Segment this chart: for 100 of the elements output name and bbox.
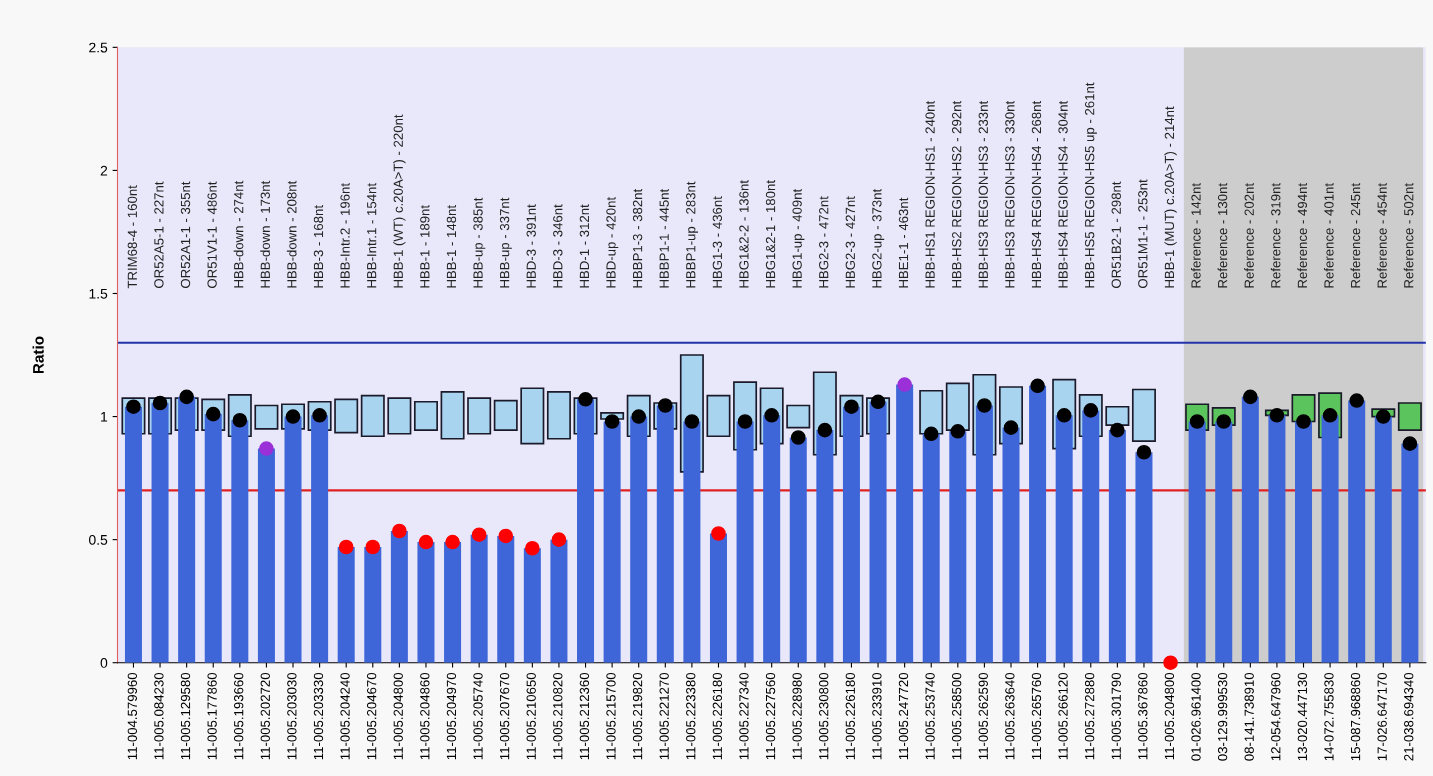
x-tick-label: 11-005.210650 bbox=[526, 672, 536, 760]
x-tick-label: 11-005.204800 bbox=[393, 672, 403, 760]
y-tick-label: 2 bbox=[100, 165, 108, 176]
y-tick-label: 1 bbox=[101, 412, 108, 422]
x-tick-label: 01-026.961400 bbox=[1191, 672, 1201, 761]
x-tick-label: 11-005.205740 bbox=[473, 672, 483, 760]
x-tick-label: 11-005.230800 bbox=[819, 672, 829, 760]
x-tick-label: 11-005.367860 bbox=[1138, 672, 1148, 760]
x-tick-label: 11-005.204970 bbox=[446, 672, 457, 760]
annotation: HBB-1 (WT) c.20A>T) - 220nt bbox=[393, 114, 406, 288]
annotation: HBBP1-1 - 445nt bbox=[659, 188, 669, 288]
annotation: HBB-1 (MUT) c.20A>T) - 214nt bbox=[1164, 106, 1177, 288]
x-tick-label: 11-005.253740 bbox=[925, 672, 935, 760]
annotation: HBB-down - 173nt bbox=[260, 180, 270, 288]
annotation: HBB-Intr.2 - 196nt bbox=[340, 183, 350, 288]
annotation: HBD-3 - 346nt bbox=[553, 204, 563, 288]
x-tick-label: 11-005.228980 bbox=[792, 672, 802, 760]
annotation: OR52A1-1 - 355nt bbox=[180, 181, 191, 288]
annotation: HBB-Intr.1 - 154nt bbox=[367, 183, 377, 288]
x-tick-label: 13-020.447130 bbox=[1297, 672, 1308, 761]
annotation: Reference - 319nt bbox=[1270, 183, 1281, 288]
x-tick-label: 11-005.212360 bbox=[579, 672, 590, 760]
x-tick-label: 11-005.265760 bbox=[1031, 672, 1042, 760]
x-tick-label: 11-005.226180 bbox=[712, 672, 723, 760]
x-tick-label: 11-005.084230 bbox=[154, 672, 164, 760]
x-tick-label: 11-005.210820 bbox=[553, 672, 563, 760]
x-tick-label: 11-005.203030 bbox=[287, 672, 297, 760]
annotation: HBE1-1 - 463nt bbox=[898, 197, 909, 288]
x-tick-label: 11-005.177860 bbox=[207, 672, 217, 760]
annotation: HBG2-3 - 472nt bbox=[819, 196, 829, 288]
annotation: HBBP1-3 - 382nt bbox=[632, 188, 643, 288]
y-tick-label: 0 bbox=[100, 658, 108, 668]
x-tick-label: 11-005.233910 bbox=[872, 672, 882, 760]
annotation: HBB-1 - 148nt bbox=[446, 205, 457, 288]
x-tick-label: 11-005.204800 bbox=[1164, 672, 1175, 760]
x-tick-label: 11-005.203330 bbox=[313, 672, 324, 760]
annotation: HBB-1 - 189nt bbox=[420, 205, 430, 288]
annotation: HBBP1-up - 283nt bbox=[686, 181, 699, 288]
x-tick-label: 11-005.215700 bbox=[606, 672, 616, 760]
x-tick-label: 11-005.247720 bbox=[898, 672, 909, 760]
annotation: HBB-down - 208nt bbox=[286, 180, 297, 288]
x-tick-label: 14-072.755830 bbox=[1324, 672, 1334, 761]
annotation: Reference - 401nt bbox=[1323, 183, 1334, 288]
x-tick-label: 11-005.129580 bbox=[180, 672, 191, 760]
annotation: HBB-HS2 REGION-HS2 - 292nt bbox=[952, 100, 962, 288]
annotation: HBB-HS5 REGION-HS5 up - 261nt bbox=[1084, 82, 1097, 288]
x-tick-label: 11-005.226180 bbox=[845, 672, 855, 760]
x-tick-label: 03-129.999530 bbox=[1217, 672, 1228, 761]
annotation: Reference - 142nt bbox=[1191, 183, 1201, 288]
annotation: HBB-HS3 REGION-HS3 - 233nt bbox=[978, 100, 988, 288]
x-tick-label: 11-005.204860 bbox=[420, 672, 430, 760]
annotation: OR51V1-1 - 486nt bbox=[207, 181, 217, 288]
annotation: HBD-3 - 391nt bbox=[526, 204, 536, 288]
x-tick-label: 11-005.301790 bbox=[1111, 672, 1121, 760]
annotation: HBG1&2-2 - 136nt bbox=[739, 180, 749, 288]
annotation: Reference - 454nt bbox=[1377, 183, 1387, 288]
x-tick-label: 08-141.738910 bbox=[1244, 672, 1254, 761]
x-tick-label: 21-038.694340 bbox=[1404, 672, 1414, 761]
annotation: HBB-HS1 REGION-HS1 - 240nt bbox=[925, 100, 935, 288]
annotation: HBB-HS4 REGION-HS4 - 268nt bbox=[1031, 100, 1042, 288]
annotation: HBG2-up - 373nt bbox=[872, 188, 885, 288]
x-tick-label: 11-005.227340 bbox=[739, 672, 749, 760]
x-tick-label: 11-005.272880 bbox=[1084, 672, 1095, 760]
x-tick-label: 11-005.223380 bbox=[686, 672, 696, 760]
annotation: Reference - 202nt bbox=[1244, 183, 1254, 288]
x-tick-label: 11-005.221270 bbox=[659, 672, 669, 760]
x-tick-label: 11-005.193660 bbox=[234, 672, 244, 760]
annotation: OR51M1-1 - 253nt bbox=[1138, 179, 1148, 288]
x-tick-label: 11-005.207670 bbox=[499, 672, 510, 760]
x-tick-label: 15-087.968860 bbox=[1350, 672, 1361, 761]
x-tick-label: 11-005.266120 bbox=[1058, 672, 1068, 760]
annotation: HBD-up - 420nt bbox=[606, 196, 619, 288]
annotation: HBG1-up - 409nt bbox=[792, 188, 805, 288]
annotation: HBB-down - 274nt bbox=[233, 180, 244, 288]
x-tick-label: 12-054.647960 bbox=[1271, 672, 1281, 761]
x-tick-label: 11-005.262590 bbox=[978, 672, 988, 760]
annotation: OR52A5-1 - 227nt bbox=[154, 181, 164, 288]
y-tick-label: 1.5 bbox=[89, 288, 108, 299]
x-tick-label: 11-004.579960 bbox=[127, 672, 137, 760]
annotation: Reference - 130nt bbox=[1217, 183, 1228, 288]
x-tick-label: 11-005.263640 bbox=[1005, 672, 1015, 760]
x-tick-label: 17-026.647170 bbox=[1377, 672, 1387, 761]
x-tick-label: 11-005.202720 bbox=[260, 672, 270, 760]
x-tick-label: 11-005.227560 bbox=[765, 672, 776, 760]
annotation: HBB-3 - 168nt bbox=[313, 205, 324, 288]
y-tick-label: 2.5 bbox=[89, 42, 108, 53]
x-tick-label: 11-005.204240 bbox=[340, 672, 350, 760]
annotation: HBB-HS3 REGION-HS3 - 330nt bbox=[1005, 100, 1015, 288]
annotation: HBB-up - 337nt bbox=[499, 197, 512, 288]
y-axis-title: Ratio bbox=[32, 336, 44, 374]
annotation: HBG2-3 - 427nt bbox=[845, 196, 855, 288]
annotation: TRIM68-4 - 160nt bbox=[127, 185, 137, 289]
annotation: OR51B2-1 - 298nt bbox=[1111, 181, 1121, 288]
annotation: HBB-HS4 REGION-HS4 - 304nt bbox=[1058, 100, 1068, 288]
annotation: HBD-1 - 312nt bbox=[579, 204, 590, 288]
x-tick-label: 11-005.219820 bbox=[632, 672, 643, 760]
annotation: HBG1&2-1 - 180nt bbox=[765, 180, 776, 288]
annotation: HBB-up - 385nt bbox=[473, 197, 486, 288]
annotation: Reference - 494nt bbox=[1297, 183, 1308, 288]
annotation: HBG1-3 - 436nt bbox=[712, 196, 723, 288]
